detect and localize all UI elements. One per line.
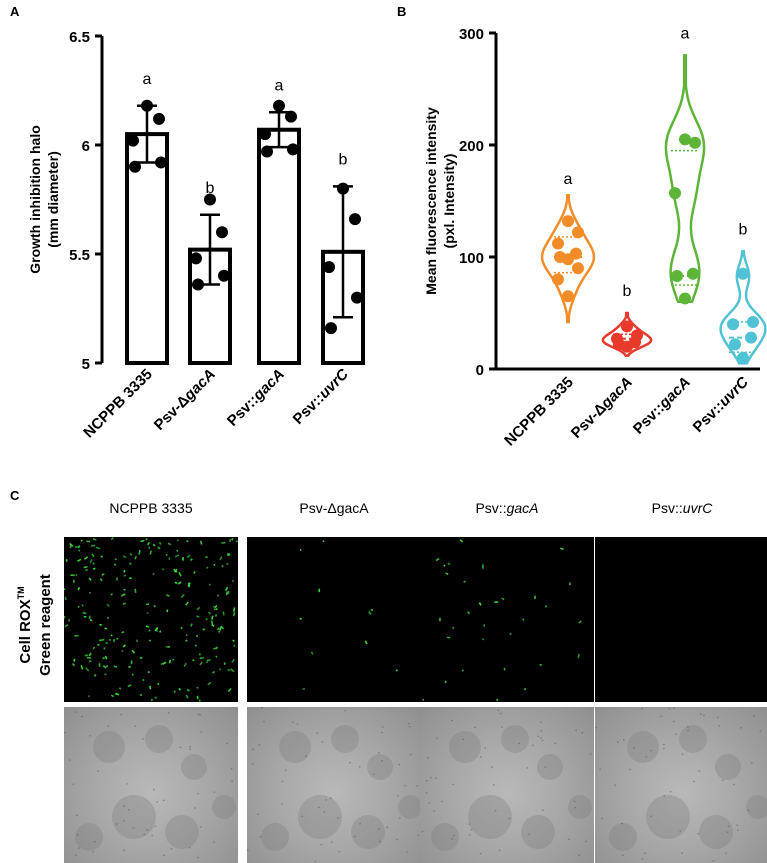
violin-outline [601, 311, 653, 357]
data-point [669, 187, 681, 200]
bar [257, 127, 301, 365]
panel-letter-a: A [10, 4, 20, 19]
data-point [745, 331, 757, 344]
data-point [621, 320, 633, 333]
data-point [261, 145, 273, 158]
data-point [562, 253, 574, 266]
micro-col-title-3: Psv::gacA [475, 500, 539, 516]
x-tick-label: Psv::uvrC [690, 373, 753, 436]
data-point [349, 213, 361, 226]
micro-col-title-1: NCPPB 3335 [109, 500, 193, 516]
data-point [747, 315, 759, 328]
data-point [621, 340, 633, 353]
brightfield-image-ncppb [64, 707, 238, 863]
bar [188, 247, 232, 365]
violin-outline [664, 54, 706, 304]
y-axis-label-line1: Mean fluorescence intensity [423, 107, 439, 295]
data-point [572, 262, 584, 275]
data-point [141, 99, 153, 112]
data-point [679, 292, 691, 305]
micro-col-title-2: Psv-ΔgacA [299, 500, 369, 516]
row-label-main: Cell ROX [17, 599, 34, 663]
significance-letter: b [339, 151, 348, 168]
fluor-image-ncppb [64, 537, 238, 702]
significance-letter: b [206, 180, 215, 197]
x-tick-label: NCPPB 3335 [80, 366, 156, 442]
data-point [727, 318, 739, 331]
brightfield-image-gaca [420, 707, 594, 863]
data-point [679, 133, 691, 146]
data-point [129, 160, 141, 173]
y-axis-label-line2: (pxl. Intensity) [441, 154, 457, 249]
data-point [190, 252, 202, 265]
panel-letter-b: B [397, 4, 407, 19]
data-point [325, 322, 337, 335]
violin-outline [719, 250, 767, 365]
y-tick-label: 100 [459, 250, 484, 267]
y-axis-label-line2: (mm diameter) [45, 151, 61, 247]
data-point [204, 193, 216, 206]
fluor-image-uvrc [595, 537, 767, 702]
data-point [562, 215, 574, 228]
data-point [562, 290, 574, 303]
brightfield-image-uvrc [595, 707, 767, 863]
significance-letter: a [681, 26, 690, 43]
x-tick-label: NCPPB 3335 [501, 374, 577, 450]
y-tick-label: 6.5 [69, 29, 90, 46]
micro-col-title-4: Psv::uvrC [651, 500, 713, 516]
significance-letter: a [275, 77, 284, 94]
y-axis-label-line1: Growth inhibition halo [27, 125, 43, 274]
row-label-sup: TM [16, 586, 26, 599]
y-tick-label: 300 [459, 26, 484, 43]
violin-chart-fluorescence: Mean fluorescence intensity (pxl. Intensi… [423, 26, 767, 450]
data-point [218, 269, 230, 282]
significance-letter: a [143, 71, 152, 88]
data-point [155, 156, 167, 169]
y-tick-label: 200 [459, 138, 484, 155]
data-point [552, 237, 564, 250]
data-point [337, 182, 349, 195]
data-point [737, 267, 749, 280]
x-tick-label: Psv::gacA [224, 366, 288, 430]
data-point [737, 351, 749, 364]
data-point [127, 134, 139, 147]
data-point [273, 99, 285, 112]
significance-letter: b [623, 283, 632, 300]
data-point [216, 226, 228, 239]
fluor-image-gaca [420, 537, 594, 702]
data-point [192, 278, 204, 291]
data-point [687, 267, 699, 280]
y-tick-label: 5.5 [69, 247, 90, 264]
data-point [671, 270, 683, 283]
data-point [287, 143, 299, 156]
micro-row-label: Cell ROXTM Green reagent [16, 574, 54, 676]
panel-letter-c: C [10, 488, 20, 503]
data-point [351, 291, 363, 304]
data-point [285, 110, 297, 123]
y-tick-label: 5 [82, 356, 90, 373]
fluor-image-dgaca [247, 537, 421, 702]
x-tick-label: Psv-ΔgacA [568, 374, 636, 442]
x-tick-label: Psv-ΔgacA [151, 366, 219, 434]
data-point [689, 136, 701, 149]
significance-letter: b [739, 222, 748, 239]
data-point [552, 273, 564, 286]
data-point [729, 338, 741, 351]
data-point [259, 128, 271, 141]
row-label-line2: Green reagent [37, 574, 54, 676]
bar-chart-growth-inhibition: Growth inhibition halo (mm diameter) 5 5.5 6… [27, 29, 365, 442]
x-tick-label: Psv::uvrC [290, 365, 353, 428]
y-tick-label: 0 [476, 362, 484, 379]
y-tick-label: 6 [82, 138, 90, 155]
significance-letter: a [564, 171, 573, 188]
brightfield-image-dgaca [247, 707, 421, 863]
svg-text:Cell ROXTM: Cell ROXTM [16, 586, 34, 663]
data-point [572, 226, 584, 239]
x-tick-label: Psv::gacA [630, 374, 694, 438]
data-point [323, 261, 335, 274]
data-point [153, 112, 165, 125]
